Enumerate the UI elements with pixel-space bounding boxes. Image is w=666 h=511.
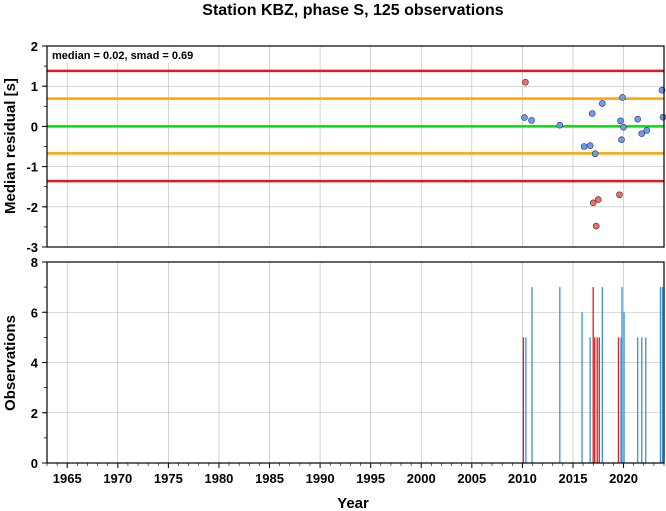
x-tick-label: 1970 (103, 471, 132, 486)
residual-point (643, 127, 651, 134)
x-tick-label: 1995 (356, 471, 385, 486)
y-tick-label: -2 (26, 200, 38, 215)
residual-point (598, 100, 606, 107)
plot-frame (46, 261, 665, 464)
residual-point (638, 130, 646, 137)
residual-point (586, 142, 594, 149)
residual-point (620, 123, 627, 131)
y-tick-label: 4 (31, 356, 39, 371)
residual-point (556, 121, 564, 129)
y-tick-label: 1 (31, 79, 38, 94)
residual-point (617, 117, 624, 125)
residual-point (588, 110, 596, 117)
y-tick-label: 0 (31, 456, 38, 471)
stats-annotation: median = 0.02, smad = 0.69 (52, 50, 193, 62)
x-tick-label: 1985 (255, 471, 284, 486)
residual-panel: 2 1 0 -1 -2 -3 median = 0.02, smad = 0.69 (26, 39, 666, 255)
y-tick-label: 6 (31, 305, 38, 320)
y-axis-label-residual: Median residual [s] (2, 78, 19, 214)
residual-point (528, 117, 535, 124)
residual-point (591, 150, 599, 158)
x-tick-label: 1990 (306, 471, 335, 486)
y-tick-label: 2 (31, 406, 38, 421)
x-tick-label: 2015 (559, 471, 588, 486)
chart-title: Station KBZ, phase S, 125 observations (202, 2, 504, 19)
x-tick-label: 2010 (508, 471, 537, 486)
observations-panel: 1965 1970 1975 1980 1985 1990 1995 2000 2005 2010… (31, 255, 665, 486)
x-tick-label: 1980 (204, 471, 233, 486)
y-tick-label: 2 (31, 39, 38, 54)
residual-point (618, 136, 625, 143)
plot-background (47, 46, 664, 247)
residual-point (616, 191, 623, 199)
residual-point (634, 115, 642, 123)
x-axis-label: Year (337, 495, 369, 511)
residual-point (521, 114, 528, 121)
x-tick-label: 2020 (609, 471, 638, 486)
residual-point (592, 222, 600, 230)
x-tick-label: 1965 (53, 471, 82, 486)
x-tick-label: 2005 (457, 471, 486, 486)
residual-point (522, 78, 529, 86)
x-tick-label: 2000 (407, 471, 436, 486)
residual-point (594, 196, 602, 203)
y-tick-label: -1 (26, 160, 38, 175)
residual-point (619, 94, 626, 101)
y-tick-label: -3 (26, 240, 38, 255)
x-tick-label: 1975 (154, 471, 183, 486)
residual-point (589, 199, 597, 207)
y-tick-label: 8 (31, 255, 38, 270)
y-tick-label: 0 (31, 119, 38, 134)
stats-box (48, 47, 216, 63)
plot-frame (46, 45, 665, 248)
residual-point (580, 143, 588, 150)
residual-point (659, 113, 666, 121)
y-axis-label-observations: Observations (2, 315, 19, 411)
